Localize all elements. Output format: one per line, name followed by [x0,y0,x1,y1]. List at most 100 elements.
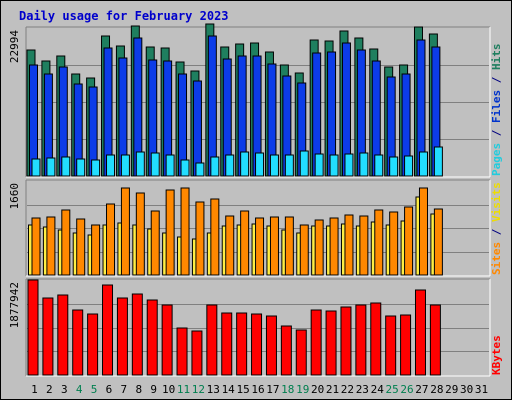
day-label-31: 31 [475,383,488,396]
bar-sites-day-23 [359,215,369,276]
bar-pages-day-28 [433,146,443,177]
day-label-16: 16 [251,383,264,396]
day-label-6: 6 [106,383,113,396]
day-label-26: 26 [400,383,413,396]
day-label-29: 29 [445,383,458,396]
day-label-2: 2 [46,383,53,396]
right-label-visits-sites: Sites / Visits [490,182,503,275]
bar-pages-day-7 [120,154,130,177]
day-label-9: 9 [150,383,157,396]
day-label-23: 23 [356,383,369,396]
bar-kbytes-day-9 [146,299,158,376]
day-label-8: 8 [135,383,142,396]
bar-sites-day-1 [31,217,41,276]
right-label-part-2: Visits [490,182,503,222]
bar-sites-day-14 [225,215,235,276]
bar-pages-day-26 [404,155,414,177]
bar-pages-day-4 [76,158,86,177]
bar-pages-day-12 [195,162,205,177]
bar-sites-day-10 [165,189,175,276]
bar-kbytes-day-18 [280,325,292,376]
bar-sites-day-6 [106,203,116,276]
bar-pages-day-14 [225,154,235,177]
bar-kbytes-day-27 [414,289,426,376]
bar-kbytes-day-14 [221,312,233,376]
bar-sites-day-25 [389,211,399,276]
bar-kbytes-day-4 [72,309,84,376]
day-label-10: 10 [162,383,175,396]
bar-sites-day-28 [433,208,443,276]
day-label-11: 11 [177,383,190,396]
bar-pages-day-22 [344,153,354,177]
bar-pages-day-8 [135,151,145,177]
bar-pages-day-2 [46,157,56,177]
bar-kbytes-day-12 [191,330,203,376]
bar-sites-day-2 [46,216,56,276]
bar-pages-day-13 [210,156,220,177]
bar-kbytes-day-2 [42,297,54,376]
bar-sites-day-22 [344,214,354,276]
bar-kbytes-day-16 [251,313,263,376]
right-label-part-3: / [490,70,503,90]
day-label-13: 13 [207,383,220,396]
day-label-27: 27 [415,383,428,396]
right-label-part-1: / [490,222,503,242]
day-label-25: 25 [386,383,399,396]
day-label-19: 19 [296,383,309,396]
bar-kbytes-day-1 [27,279,39,376]
bar-files-day-13 [207,35,217,177]
right-label-part-4: Hits [490,44,503,71]
day-label-28: 28 [430,383,443,396]
bar-sites-day-13 [210,198,220,276]
right-label-part-0: Sites [490,242,503,275]
bar-sites-day-24 [374,209,384,276]
bar-pages-day-25 [389,156,399,177]
day-label-24: 24 [371,383,385,396]
bar-pages-day-18 [284,154,294,177]
bar-kbytes-day-24 [370,302,382,376]
bar-kbytes-day-3 [57,294,69,376]
bar-sites-day-27 [418,187,428,276]
bar-sites-day-7 [120,187,130,276]
bar-sites-day-11 [180,187,190,276]
chart-title: Daily usage for February 2023 [19,9,229,23]
bar-pages-day-5 [91,159,101,177]
bar-kbytes-day-25 [385,315,397,376]
day-label-3: 3 [61,383,68,396]
bar-sites-day-16 [255,217,265,276]
bar-pages-day-15 [240,151,250,177]
bar-pages-day-1 [31,158,41,177]
bar-sites-day-8 [135,192,145,276]
bar-sites-day-9 [150,210,160,276]
day-label-22: 22 [341,383,354,396]
bar-kbytes-day-5 [87,313,99,376]
bar-sites-day-18 [284,216,294,276]
bar-kbytes-day-21 [325,310,337,376]
right-label-part-0: KBytes [490,335,503,375]
bar-kbytes-day-6 [102,284,114,376]
bar-pages-day-17 [269,154,279,177]
bar-pages-day-10 [165,154,175,177]
bar-pages-day-21 [329,154,339,177]
bar-kbytes-day-10 [161,304,173,376]
bar-pages-day-6 [106,154,116,177]
bar-sites-day-20 [314,219,324,276]
day-label-7: 7 [121,383,128,396]
day-label-1: 1 [31,383,38,396]
bar-kbytes-day-7 [116,297,128,376]
day-label-12: 12 [192,383,205,396]
day-label-21: 21 [326,383,339,396]
bar-pages-day-16 [255,152,265,177]
bar-pages-day-23 [359,152,369,177]
bar-sites-day-19 [299,224,309,276]
bar-kbytes-day-20 [310,309,322,376]
right-label-part-1: / [490,123,503,143]
right-label-part-0: Pages [490,143,503,176]
bar-sites-day-5 [91,224,101,276]
bar-kbytes-day-26 [400,314,412,376]
y-max-label-kbytes: 1877942 [8,282,21,328]
bar-kbytes-day-8 [131,293,143,376]
day-label-5: 5 [91,383,98,396]
bar-files-day-12 [192,80,202,177]
